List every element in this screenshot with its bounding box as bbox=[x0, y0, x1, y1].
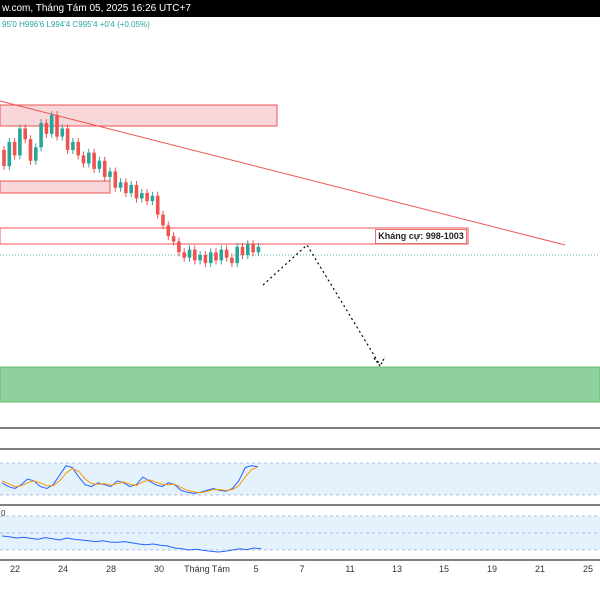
candle bbox=[203, 255, 208, 264]
chart-title: w.com, Tháng Tám 05, 2025 16:26 UTC+7 bbox=[2, 3, 191, 14]
candle bbox=[55, 115, 59, 137]
candle bbox=[7, 141, 12, 167]
candle bbox=[118, 182, 123, 188]
chart-title-bar: w.com, Tháng Tám 05, 2025 16:26 UTC+7 bbox=[0, 0, 600, 17]
candle bbox=[224, 249, 229, 258]
x-axis-tick: 25 bbox=[582, 564, 594, 574]
candle bbox=[166, 225, 171, 237]
ohlc-readout: 95'0 H996'6 L994'4 C995'4 +0'4 (+0.05%) bbox=[2, 20, 150, 29]
candle bbox=[92, 152, 96, 169]
candle bbox=[198, 255, 202, 261]
x-axis-tick: 5 bbox=[253, 564, 259, 574]
resistance-zone-mid bbox=[0, 180, 111, 194]
x-axis-tick: 30 bbox=[153, 564, 165, 574]
x-axis-tick: 24 bbox=[57, 564, 69, 574]
candle bbox=[81, 155, 86, 164]
candle bbox=[134, 185, 139, 199]
x-axis-tick: 13 bbox=[391, 564, 403, 574]
candle bbox=[155, 195, 160, 215]
candle bbox=[140, 193, 144, 199]
projection-path bbox=[262, 244, 381, 366]
candle bbox=[240, 246, 245, 255]
candle bbox=[60, 128, 65, 137]
indicator-badge: 0 bbox=[1, 509, 6, 518]
candle bbox=[235, 246, 239, 264]
candle bbox=[113, 171, 118, 188]
candle bbox=[76, 141, 80, 156]
candle bbox=[129, 185, 133, 194]
candle bbox=[71, 141, 75, 150]
candle bbox=[28, 139, 33, 161]
candle bbox=[12, 141, 17, 156]
candle bbox=[124, 182, 128, 194]
x-axis-tick: 22 bbox=[9, 564, 21, 574]
resistance-zone-top bbox=[0, 104, 278, 127]
candle bbox=[23, 128, 27, 140]
candle bbox=[39, 123, 43, 148]
x-axis-tick: 15 bbox=[438, 564, 450, 574]
candles-group bbox=[2, 111, 261, 268]
rsi-line bbox=[1, 535, 262, 553]
x-axis-tick: 11 bbox=[345, 564, 355, 574]
candle bbox=[18, 128, 22, 156]
candle bbox=[208, 252, 213, 264]
resistance-zone-main bbox=[0, 227, 469, 245]
candle bbox=[246, 244, 250, 255]
downtrend-line bbox=[0, 100, 566, 246]
candle bbox=[182, 252, 186, 258]
x-axis: 22 24 28 30 Tháng Tám 5 7 11 13 15 19 21 25 bbox=[0, 560, 600, 600]
x-axis-tick: 28 bbox=[105, 564, 117, 574]
candle bbox=[145, 193, 149, 202]
candle bbox=[49, 115, 54, 134]
candle bbox=[251, 244, 255, 253]
candle bbox=[44, 123, 49, 134]
candle bbox=[102, 160, 107, 177]
candle bbox=[108, 171, 112, 177]
x-axis-tick: 7 bbox=[299, 564, 305, 574]
candle bbox=[34, 147, 38, 161]
candle bbox=[65, 128, 70, 150]
candle bbox=[87, 152, 91, 164]
candle bbox=[97, 160, 102, 169]
candle bbox=[171, 236, 176, 242]
candle bbox=[2, 150, 6, 167]
x-axis-tick: Tháng Tám bbox=[184, 564, 230, 574]
candle bbox=[177, 241, 181, 253]
candle bbox=[214, 252, 218, 261]
x-axis-tick: 19 bbox=[486, 564, 498, 574]
stoch-panel-bg bbox=[0, 463, 600, 495]
support-zone bbox=[0, 366, 600, 403]
candle bbox=[193, 249, 197, 261]
resistance-label: Kháng cự: 998-1003 bbox=[375, 229, 467, 244]
candle bbox=[187, 249, 192, 258]
projection-arrowhead bbox=[373, 356, 386, 368]
candle bbox=[219, 249, 224, 261]
x-axis-tick: 21 bbox=[534, 564, 546, 574]
stoch-d-line bbox=[1, 466, 259, 494]
candle bbox=[230, 257, 234, 264]
candle bbox=[150, 195, 155, 202]
candle bbox=[161, 214, 165, 226]
candle bbox=[256, 246, 261, 253]
